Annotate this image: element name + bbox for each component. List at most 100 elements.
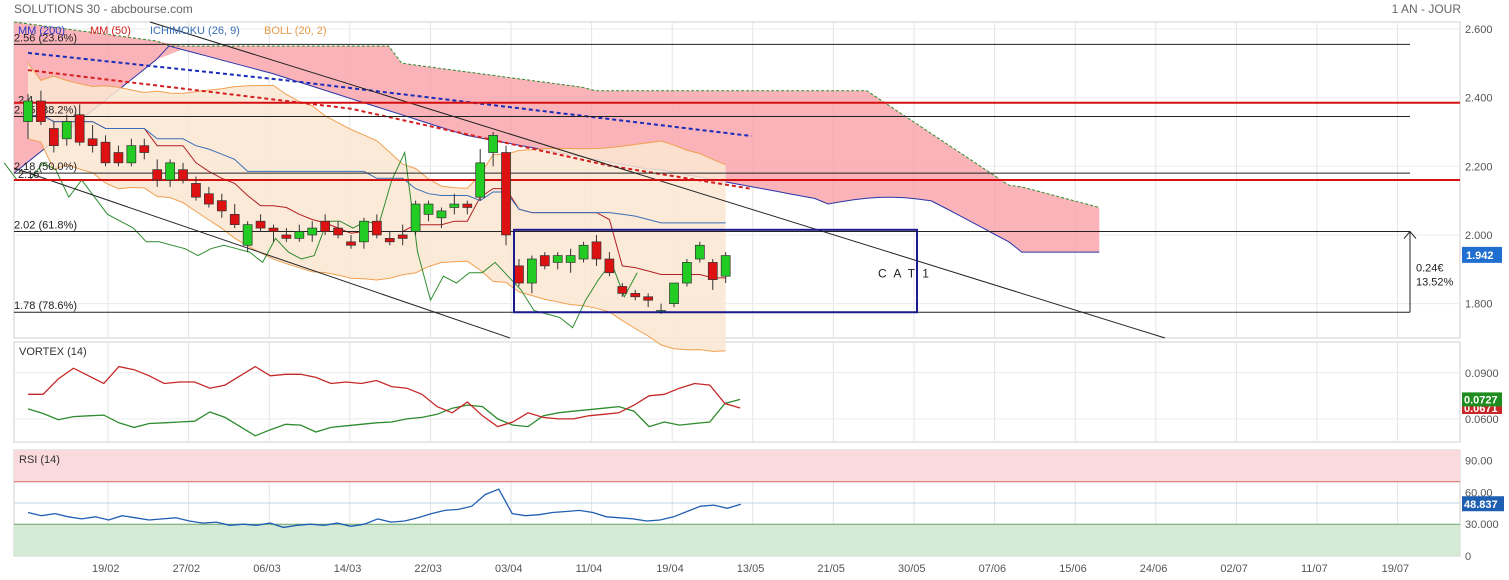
bollinger-upper — [27, 62, 726, 189]
x-tick-label: 07/06 — [979, 563, 1007, 575]
x-tick-label: 19/04 — [656, 563, 684, 575]
candle-body — [682, 262, 692, 284]
candle-body — [191, 183, 201, 198]
x-tick-label: 02/07 — [1220, 563, 1248, 575]
rsi-overbought-zone — [14, 450, 1460, 482]
mm50-line — [27, 69, 752, 190]
candle-body — [23, 100, 33, 122]
candle-body — [178, 169, 188, 181]
candle-body — [242, 224, 253, 246]
candle-body — [307, 227, 318, 236]
indicator-legend-label: ICHIMOKU (26, 9) — [150, 25, 240, 37]
candle-body — [669, 282, 679, 305]
candle-body — [255, 220, 266, 229]
candle-body — [359, 220, 369, 243]
candle-body — [488, 134, 498, 153]
last-price-value: 1.942 — [1466, 250, 1494, 262]
x-tick-label: 15/06 — [1059, 563, 1087, 575]
candle-body — [720, 255, 731, 277]
rsi-oversold-zone — [14, 524, 1460, 556]
x-tick-label: 24/06 — [1140, 563, 1168, 575]
candle-body — [126, 145, 137, 164]
candle-body — [694, 244, 705, 260]
x-tick-label: 30/05 — [898, 563, 926, 575]
candle-body — [591, 241, 602, 260]
candle-body — [630, 292, 641, 298]
rsi-last-tag — [1462, 496, 1504, 512]
vortex-plus-line — [27, 398, 741, 437]
candle-body — [410, 203, 421, 232]
candle-body — [36, 100, 46, 122]
candle-body — [333, 227, 343, 236]
candle-body — [604, 258, 615, 274]
candle-body — [74, 114, 85, 143]
candle-body — [397, 234, 408, 239]
indicator-legend-label: MM (200) — [18, 25, 65, 37]
vortex-panel-frame — [13, 341, 1461, 443]
y-tick-label: 2.200 — [1465, 161, 1493, 173]
fibonacci-label: 2.02 (61.8%) — [14, 220, 77, 232]
candle-body — [707, 262, 718, 280]
candle-body — [423, 203, 434, 215]
rsi-tick-label: 30.000 — [1465, 519, 1499, 531]
y-tick-label: 1.800 — [1465, 299, 1493, 311]
candle-body — [281, 234, 292, 239]
candle-body — [578, 244, 589, 260]
x-tick-label: 11/04 — [576, 563, 603, 575]
candle-body — [113, 152, 124, 164]
rsi-tick-label: 90.00 — [1465, 456, 1493, 468]
ichimoku-chikou — [3, 150, 638, 329]
candle-body — [139, 145, 150, 153]
candle-body — [320, 220, 331, 232]
x-tick-label: 19/07 — [1382, 563, 1410, 575]
candle-body — [229, 213, 240, 226]
period-label[interactable]: 1 AN - JOUR — [1391, 2, 1461, 16]
ichimoku-kijun — [27, 114, 726, 224]
candle-body — [449, 203, 460, 208]
candle-body — [565, 255, 576, 263]
vortex-plus-tag — [1462, 392, 1502, 407]
candle-body — [436, 210, 447, 219]
x-tick-label: 03/04 — [495, 563, 523, 575]
last-price-tag — [1462, 246, 1502, 263]
bollinger-band-fill — [28, 63, 726, 352]
candle-body — [204, 193, 214, 205]
vortex-tick-label: 0.0600 — [1465, 414, 1499, 426]
measure-arrow-head — [1403, 230, 1417, 239]
rsi-tick-label: 0 — [1465, 551, 1471, 563]
x-tick-label: 06/03 — [253, 563, 281, 575]
ichimoku-span-a — [13, 21, 1100, 208]
y-tick-label: 2.000 — [1465, 230, 1493, 242]
rsi-last-value: 48.837 — [1464, 499, 1498, 511]
measure-percent: 13.52% — [1416, 276, 1454, 288]
candle-body — [462, 203, 473, 208]
fibonacci-extra-label: 2.16 — [18, 169, 39, 181]
candle-body — [346, 241, 356, 246]
fibonacci-label: 2.56 (23.6%) — [14, 32, 77, 44]
x-tick-label: 13/05 — [737, 563, 765, 575]
vortex-plus-value: 0.0727 — [1464, 394, 1498, 406]
candle-body — [527, 258, 537, 284]
mm200-line — [27, 51, 752, 137]
measure-amount: 0.24€ — [1416, 263, 1444, 275]
candle-body — [268, 227, 279, 232]
candle-body — [216, 200, 227, 212]
indicator-legend-label: MM (50) — [90, 25, 131, 37]
x-tick-label: 21/05 — [817, 563, 845, 575]
x-tick-label: 11/07 — [1301, 563, 1328, 575]
candle-body — [501, 152, 511, 236]
rsi-title: RSI (14) — [19, 454, 60, 466]
x-tick-label: 27/02 — [173, 563, 201, 575]
rsi-line — [27, 488, 741, 529]
candle-body — [617, 286, 628, 294]
candle-body — [152, 169, 163, 181]
vortex-title: VORTEX (14) — [19, 346, 87, 358]
fibonacci-label: 1.78 (78.6%) — [14, 300, 77, 312]
candle-body — [552, 255, 563, 263]
candle-body — [294, 231, 305, 239]
y-tick-label: 2.400 — [1465, 93, 1493, 105]
candle-body — [165, 162, 175, 181]
candle-body — [48, 128, 59, 147]
candle-body — [539, 255, 550, 267]
